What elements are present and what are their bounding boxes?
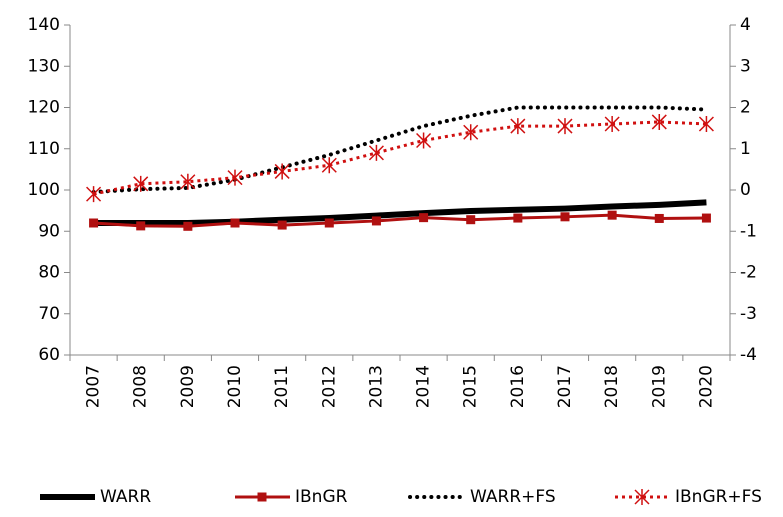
marker [257, 492, 267, 502]
marker [274, 163, 290, 180]
legend-label: IBnGR [295, 487, 348, 507]
marker [463, 124, 479, 141]
x-tick-label: 2008 [131, 365, 151, 408]
marker [86, 186, 102, 203]
y2-tick-label: 2 [740, 98, 751, 118]
series-line [93, 213, 707, 228]
y2-tick-label: 1 [740, 139, 751, 159]
marker [698, 116, 714, 132]
marker [510, 118, 526, 135]
y-tick-label: 130 [28, 56, 60, 76]
marker [701, 213, 711, 223]
marker [368, 144, 384, 161]
marker [183, 221, 193, 231]
y2-tick-label: -3 [740, 304, 757, 324]
y2-tick-label: -4 [740, 345, 757, 365]
marker [136, 221, 146, 231]
marker [560, 212, 570, 222]
legend-label: WARR+FS [470, 487, 556, 507]
marker [277, 220, 287, 230]
y2-tick-label: -2 [740, 263, 757, 283]
y2-tick-label: 3 [740, 56, 751, 76]
x-tick-label: 2009 [178, 365, 198, 408]
series-line [93, 120, 707, 196]
x-tick-label: 2010 [225, 365, 245, 408]
marker [324, 218, 334, 228]
y-tick-label: 70 [38, 304, 60, 324]
x-tick-label: 2018 [602, 365, 622, 408]
x-tick-label: 2014 [414, 365, 434, 408]
marker [416, 132, 432, 149]
x-tick-label: 2013 [366, 365, 386, 408]
marker [321, 157, 337, 174]
y-tick-label: 120 [28, 98, 60, 118]
y-tick-label: 60 [38, 345, 60, 365]
y-tick-label: 80 [38, 263, 60, 283]
marker [466, 215, 476, 225]
marker [133, 175, 149, 192]
y2-tick-label: -1 [740, 221, 757, 241]
marker [557, 118, 573, 135]
marker [227, 169, 243, 186]
y2-tick-label: 0 [740, 180, 751, 200]
x-tick-label: 2012 [319, 365, 339, 408]
marker [607, 210, 617, 220]
marker [604, 116, 620, 132]
marker [634, 489, 650, 505]
legend-label: IBnGR+FS [675, 487, 762, 507]
series-line [91, 105, 709, 195]
y-tick-label: 90 [38, 221, 60, 241]
y-tick-label: 140 [28, 15, 60, 35]
series-line [93, 199, 707, 226]
marker [513, 213, 523, 223]
y2-tick-label: 4 [740, 15, 751, 35]
y-tick-label: 110 [28, 139, 60, 159]
marker [654, 213, 664, 223]
x-tick-label: 2019 [649, 365, 669, 408]
y-tick-label: 100 [28, 180, 60, 200]
marker [89, 218, 99, 228]
marker [180, 173, 196, 190]
legend-label: WARR [100, 487, 151, 507]
marker [419, 213, 429, 223]
x-tick-label: 2016 [508, 365, 528, 408]
marker [651, 113, 667, 130]
x-tick-label: 2011 [272, 365, 292, 408]
marker [230, 218, 240, 228]
x-tick-label: 2015 [461, 365, 481, 408]
x-tick-label: 2007 [84, 365, 104, 408]
x-tick-label: 2020 [696, 365, 716, 408]
marker [371, 216, 381, 226]
x-tick-label: 2017 [555, 365, 575, 408]
